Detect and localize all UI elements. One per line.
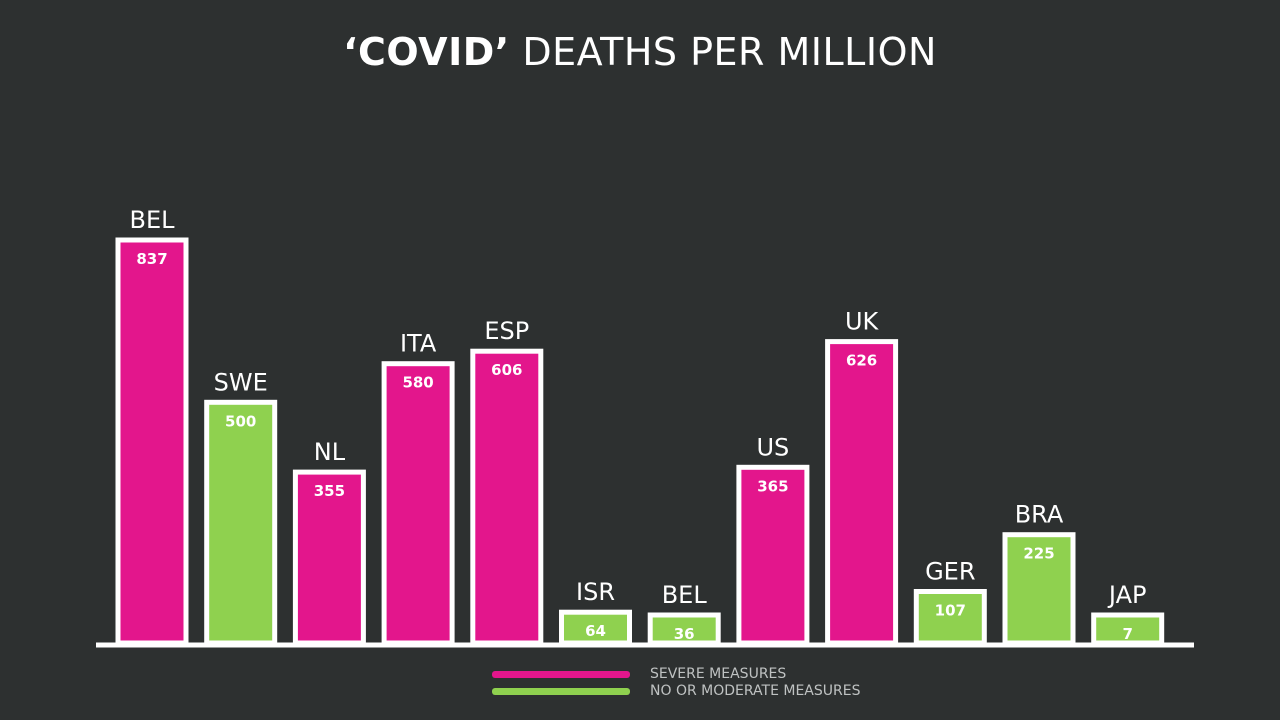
bar-swe-1 (204, 399, 278, 646)
category-label-swe-1: SWE (214, 368, 268, 396)
value-label-isr-5: 64 (585, 622, 606, 640)
category-label-ger-9: GER (925, 558, 975, 586)
category-label-jap-11: JAP (1107, 581, 1147, 609)
value-label-us-7: 365 (757, 477, 788, 495)
bar-uk-8 (825, 339, 899, 646)
bar-jap-11 (1091, 612, 1165, 646)
legend-swatch-severe (492, 671, 630, 678)
legend-swatch-moderate (492, 688, 630, 695)
category-label-ita-3: ITA (400, 330, 437, 358)
bar-esp-4 (470, 348, 544, 646)
bar-ita-3 (381, 361, 455, 646)
value-label-jap-11: 7 (1122, 625, 1132, 643)
chart-title-bold: ‘COVID’ (343, 30, 510, 74)
category-label-isr-5: ISR (576, 578, 615, 606)
value-label-esp-4: 606 (491, 361, 522, 379)
category-label-uk-8: UK (845, 308, 880, 336)
value-label-nl-2: 355 (314, 482, 345, 500)
bar-bel-0 (115, 237, 189, 646)
legend-label-moderate: NO OR MODERATE MEASURES (650, 683, 861, 699)
category-label-us-7: US (756, 433, 789, 461)
legend: SEVERE MEASURES NO OR MODERATE MEASURES (492, 666, 912, 706)
legend-item-moderate: NO OR MODERATE MEASURES (492, 683, 912, 699)
chart-title: ‘COVID’ DEATHS PER MILLION (0, 30, 1280, 74)
legend-label-severe: SEVERE MEASURES (650, 666, 787, 682)
value-label-bel-6: 36 (674, 625, 695, 643)
chart-title-rest: DEATHS PER MILLION (522, 30, 937, 74)
category-label-bel-6: BEL (662, 581, 708, 609)
value-label-swe-1: 500 (225, 412, 256, 430)
bar-isr-5 (559, 609, 632, 646)
value-label-uk-8: 626 (846, 352, 877, 370)
legend-item-severe: SEVERE MEASURES (492, 666, 912, 682)
value-label-ger-9: 107 (935, 602, 966, 620)
value-label-ita-3: 580 (402, 374, 433, 392)
value-label-bel-0: 837 (136, 250, 167, 268)
category-label-bra-10: BRA (1015, 501, 1064, 529)
category-label-bel-0: BEL (130, 206, 176, 234)
bar-bra-10 (1002, 532, 1076, 646)
category-label-esp-4: ESP (484, 317, 529, 345)
category-label-nl-2: NL (314, 438, 346, 466)
value-label-bra-10: 225 (1023, 545, 1054, 563)
bar-ger-9 (913, 589, 987, 646)
